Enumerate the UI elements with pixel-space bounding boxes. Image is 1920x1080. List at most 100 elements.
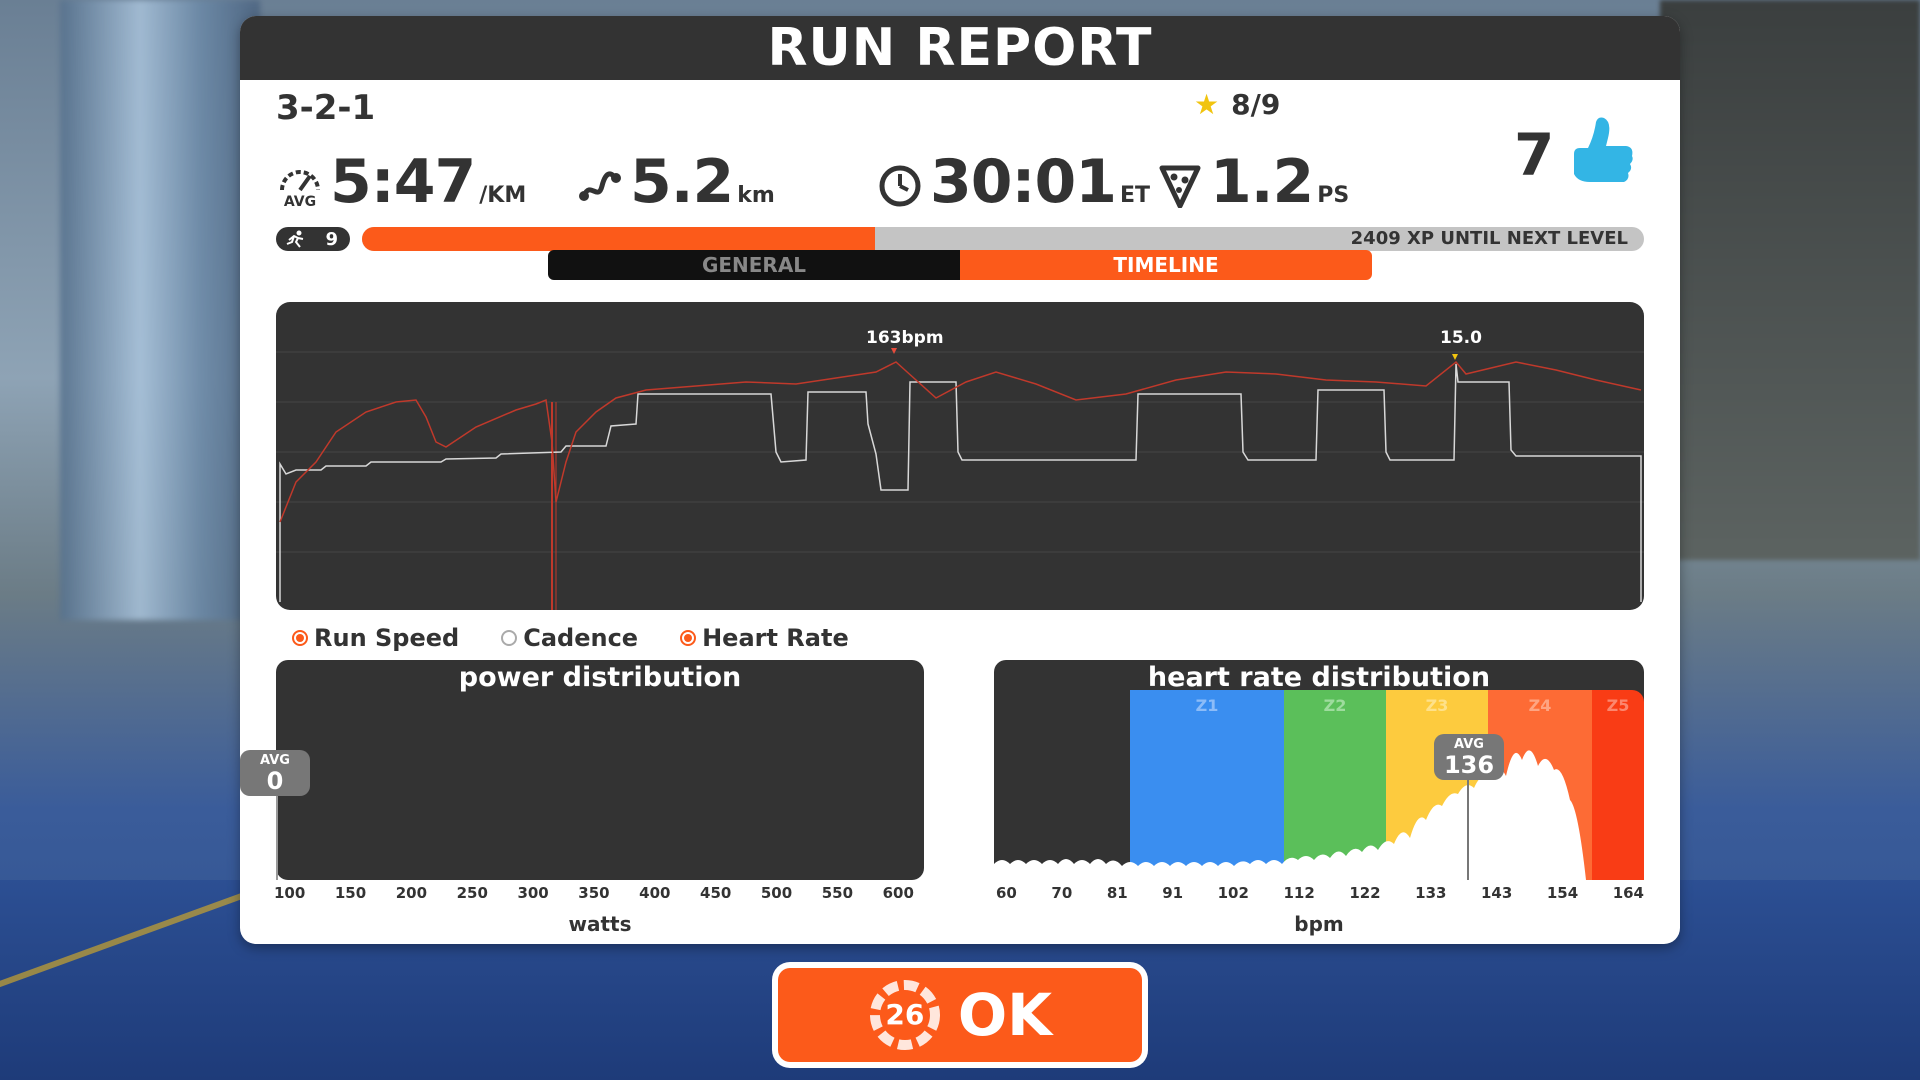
power-axis-ticks: 100 150 200 250 300 350 400 450 500 550 … — [274, 884, 914, 902]
power-distribution-title: power distribution — [458, 662, 742, 693]
time-value: 30:01 — [930, 147, 1117, 217]
ok-label: OK — [957, 981, 1053, 1049]
tick-label: 250 — [456, 884, 488, 902]
run-report-panel: RUN REPORT 3-2-1 ★ 8/9 AVG 5:47 /KM 5.2 k… — [240, 16, 1680, 944]
run-speed-toggle[interactable] — [292, 630, 308, 646]
tick-label: 450 — [700, 884, 732, 902]
countdown-ring-icon — [869, 980, 940, 1050]
speed-line — [279, 363, 1642, 602]
tick-label: 133 — [1415, 884, 1447, 902]
page-title: RUN REPORT — [767, 18, 1153, 78]
background-rock — [1660, 0, 1920, 560]
power-axis-unit: watts — [568, 912, 632, 936]
ok-button[interactable]: 26 OK — [772, 962, 1148, 1068]
heart-rate-toggle[interactable] — [680, 630, 697, 646]
cadence-toggle[interactable] — [501, 630, 518, 646]
star-icon: ★ — [1194, 88, 1220, 121]
distance-value: 5.2 — [630, 147, 734, 217]
stat-pizza: 1.2 PS — [1156, 146, 1349, 212]
tick-label: 154 — [1546, 884, 1579, 902]
pizza-value: 1.2 — [1210, 147, 1314, 217]
tick-label: 122 — [1349, 884, 1381, 902]
power-distribution-chart: power distribution AVG 0 — [240, 660, 924, 880]
legend-label: Run Speed — [314, 624, 460, 652]
hr-distribution-title: heart rate distribution — [1147, 662, 1491, 693]
xp-text: 2409 XP UNTIL NEXT LEVEL — [1350, 228, 1628, 249]
power-avg-line — [276, 770, 278, 880]
tick-label: 164 — [1612, 884, 1644, 902]
hr-peak-label: 163bpm — [866, 328, 944, 348]
avg-value: 0 — [266, 767, 284, 795]
tick-label: 600 — [882, 884, 914, 902]
thumbs-up-icon[interactable] — [1568, 116, 1636, 194]
hr-avg-badge: AVG 136 — [1434, 734, 1504, 780]
stat-pace: AVG 5:47 /KM — [276, 146, 526, 212]
tick-label: 81 — [1106, 884, 1128, 902]
stat-time: 30:01 ET — [876, 146, 1150, 212]
avg-label: AVG — [1454, 737, 1484, 752]
pizza-unit: PS — [1317, 183, 1350, 208]
title-bar: RUN REPORT — [240, 16, 1680, 80]
route-name: 3-2-1 — [276, 88, 376, 128]
ride-on-count: 7 — [1514, 121, 1555, 189]
legend-label: Cadence — [523, 624, 639, 652]
tab-timeline[interactable]: TIMELINE — [960, 250, 1372, 280]
stat-distance: 5.2 km — [576, 146, 775, 212]
background-scenery — [60, 0, 260, 620]
chart-legend: Run Speed Cadence Heart Rate — [292, 624, 849, 652]
ok-button-inner[interactable]: 26 OK — [778, 968, 1142, 1062]
legend-run-speed[interactable]: Run Speed — [292, 624, 459, 652]
tick-label: 300 — [517, 884, 549, 902]
hr-histogram-area — [994, 750, 1586, 880]
speed-peak-marker — [1452, 354, 1458, 360]
speed-peak-label: 15.0 — [1440, 328, 1482, 348]
tick-label: 102 — [1217, 884, 1249, 902]
countdown-timer: 26 — [868, 978, 942, 1052]
pace-unit: /KM — [479, 183, 527, 208]
xp-progress-fill — [362, 227, 875, 251]
stars-value: 8/9 — [1231, 88, 1281, 121]
runner-icon — [286, 230, 304, 248]
power-avg-badge: AVG 0 — [240, 750, 310, 796]
tick-label: 400 — [639, 884, 671, 902]
tick-label: 200 — [395, 884, 428, 902]
tick-label: 70 — [1051, 884, 1073, 902]
xp-progress-bar: 2409 XP UNTIL NEXT LEVEL — [362, 227, 1644, 251]
tick-label: 100 — [274, 884, 306, 902]
tick-label: 143 — [1481, 884, 1513, 902]
level-badge: 9 — [276, 227, 350, 251]
tick-label: 60 — [996, 884, 1017, 902]
hr-peak-marker — [891, 348, 897, 354]
legend-heart-rate[interactable]: Heart Rate — [680, 624, 849, 652]
legend-cadence[interactable]: Cadence — [501, 624, 638, 652]
tick-label: 350 — [578, 884, 610, 902]
distance-unit: km — [737, 183, 775, 208]
zone-z5: Z5 — [1592, 690, 1644, 880]
avg-value: 136 — [1443, 751, 1495, 779]
level-number: 9 — [325, 228, 338, 250]
legend-label: Heart Rate — [702, 624, 849, 652]
countdown-value: 26 — [885, 998, 925, 1031]
hr-axis-ticks: 60 70 81 91 102 112 122 133 143 154 164 — [996, 884, 1644, 902]
route-stars: ★ 8/9 — [1194, 88, 1280, 121]
tab-general[interactable]: GENERAL — [548, 250, 960, 280]
hr-distribution-chart: heart rate distribution Z1 Z2 Z3 Z4 Z5 A… — [994, 660, 1644, 880]
tick-label: 112 — [1283, 884, 1315, 902]
tick-label: 550 — [821, 884, 854, 902]
route-icon — [579, 171, 621, 201]
stats-row: AVG 5:47 /KM 5.2 km 30:01 ET — [276, 146, 1656, 212]
tick-label: 91 — [1162, 884, 1184, 902]
zone-z1: Z1 — [1130, 690, 1284, 880]
hr-histogram — [994, 750, 1586, 880]
report-tabs: GENERAL TIMELINE — [548, 250, 1372, 280]
time-unit: ET — [1120, 183, 1151, 208]
tick-label: 500 — [760, 884, 793, 902]
timeline-chart: 163bpm 15.0 — [276, 302, 1644, 610]
pace-value: 5:47 — [330, 147, 476, 217]
pizza-icon — [1159, 165, 1201, 208]
avg-label: AVG — [260, 753, 290, 768]
timeline-svg — [276, 348, 1644, 610]
heart-rate-line — [279, 360, 1642, 523]
pace-icon-label: AVG — [284, 194, 316, 208]
ride-ons: 7 — [1514, 116, 1636, 194]
